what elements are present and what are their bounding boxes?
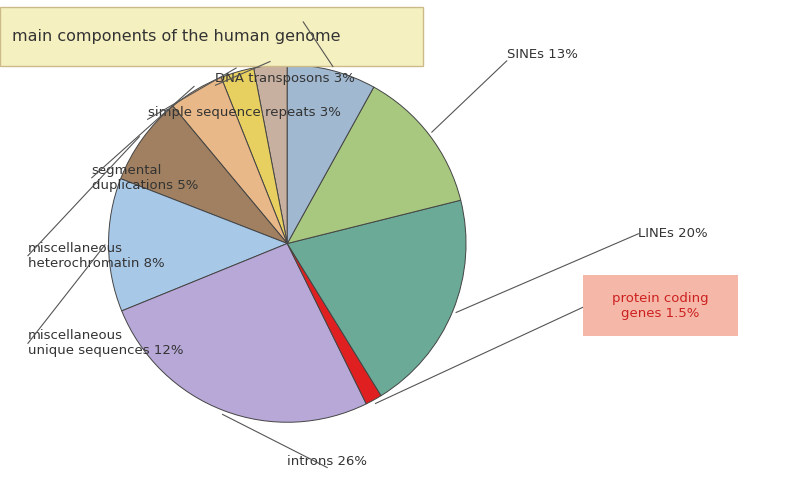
Wedge shape (287, 87, 460, 244)
Wedge shape (109, 179, 287, 311)
Wedge shape (254, 65, 287, 244)
Text: introns 26%: introns 26% (287, 454, 367, 468)
Text: simple sequence repeats 3%: simple sequence repeats 3% (148, 106, 341, 119)
Wedge shape (221, 68, 287, 244)
FancyBboxPatch shape (0, 7, 423, 66)
Text: miscellaneous
heterochromatin 8%: miscellaneous heterochromatin 8% (28, 242, 164, 270)
Text: SINEs 13%: SINEs 13% (507, 48, 578, 61)
Wedge shape (287, 65, 373, 244)
Wedge shape (120, 106, 287, 244)
Wedge shape (122, 244, 366, 422)
Text: miscellaneous
unique sequences 12%: miscellaneous unique sequences 12% (28, 329, 184, 357)
Text: segmental
duplications 5%: segmental duplications 5% (92, 164, 198, 192)
Wedge shape (287, 200, 466, 395)
Text: DNA transposons 3%: DNA transposons 3% (215, 72, 355, 85)
Text: main components of the human genome: main components of the human genome (12, 29, 341, 44)
Wedge shape (287, 244, 381, 404)
FancyBboxPatch shape (583, 275, 738, 336)
Text: protein coding
genes 1.5%: protein coding genes 1.5% (612, 292, 709, 319)
Text: LTR retrotransposons 8%: LTR retrotransposons 8% (220, 9, 386, 22)
Wedge shape (173, 77, 287, 244)
Text: LINEs 20%: LINEs 20% (638, 227, 708, 240)
